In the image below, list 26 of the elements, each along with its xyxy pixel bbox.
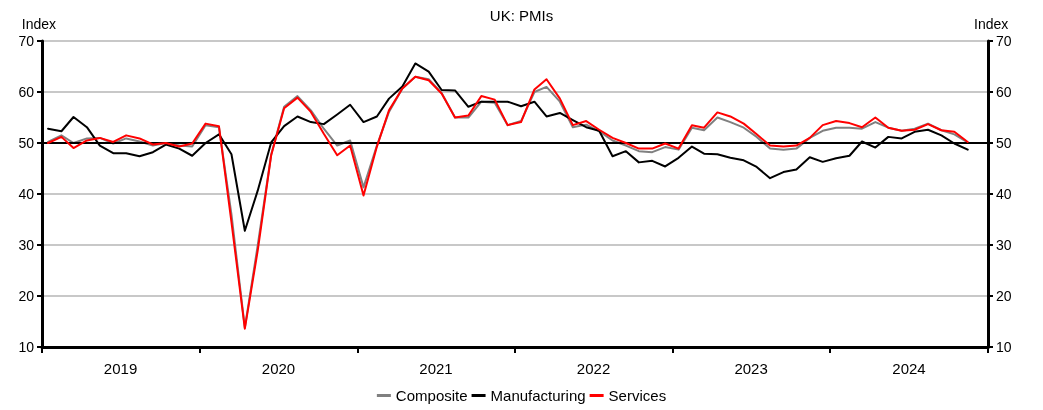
legend-label: Manufacturing bbox=[490, 387, 586, 404]
legend-label: Composite bbox=[395, 387, 468, 404]
y-tick-label: 50 bbox=[18, 135, 35, 151]
y2-tick-label: 40 bbox=[996, 186, 1012, 202]
y-axis-title: Index bbox=[21, 16, 56, 32]
y-tick-label: 60 bbox=[18, 84, 35, 100]
y-tick-label: 70 bbox=[18, 33, 35, 49]
legend-label: Services bbox=[608, 387, 667, 404]
x-tick-label: 2022 bbox=[576, 360, 611, 377]
x-tick-label: 2023 bbox=[734, 360, 768, 377]
y-tick-label: 40 bbox=[18, 186, 35, 202]
x-tick-label: 2021 bbox=[419, 360, 453, 377]
y2-tick-label: 60 bbox=[996, 84, 1012, 100]
x-tick-label: 2020 bbox=[261, 360, 296, 377]
y2-tick-label: 10 bbox=[996, 339, 1012, 355]
chart-title: UK: PMIs bbox=[489, 7, 554, 24]
y2-tick-label: 50 bbox=[996, 135, 1012, 151]
y-tick-label: 10 bbox=[18, 339, 35, 355]
y2-tick-label: 20 bbox=[996, 288, 1012, 304]
y2-tick-label: 70 bbox=[996, 33, 1012, 49]
x-tick-label: 2024 bbox=[892, 360, 926, 377]
y2-axis-title: Index bbox=[974, 16, 1009, 32]
x-tick-label: 2019 bbox=[103, 360, 138, 377]
y-tick-label: 20 bbox=[18, 288, 35, 304]
y2-tick-label: 30 bbox=[996, 237, 1012, 253]
y-tick-label: 30 bbox=[18, 237, 35, 253]
